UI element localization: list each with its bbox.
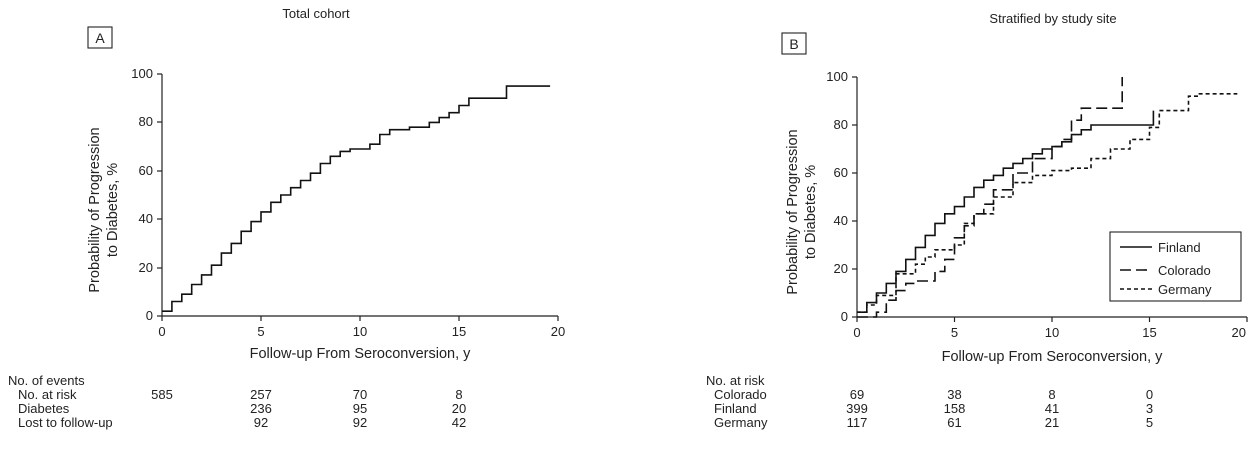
legend-label-germany: Germany: [1158, 282, 1212, 297]
y-tick-label: 60: [139, 163, 153, 178]
x-tick-label: 5: [951, 325, 958, 340]
x-tick-label: 10: [353, 324, 367, 339]
y-tick-label: 20: [834, 261, 848, 276]
x-tick-label: 15: [1142, 325, 1156, 340]
panel-b-curve-germany: [857, 93, 1238, 313]
table-cell: 399: [846, 401, 868, 416]
x-tick-label: 20: [551, 324, 565, 339]
x-tick-label: 0: [158, 324, 165, 339]
y-tick-label: 40: [139, 211, 153, 226]
table-cell: 61: [947, 415, 961, 430]
legend-label-finland: Finland: [1158, 240, 1201, 255]
table-cell: 41: [1045, 401, 1059, 416]
y-tick-label: 20: [139, 260, 153, 275]
table-cell: 21: [1045, 415, 1059, 430]
panel-b-xlabel: Follow-up From Seroconversion, y: [942, 349, 1164, 365]
table-cell: 42: [452, 415, 466, 430]
table-header: No. at risk: [706, 373, 765, 388]
table-row-label: Lost to follow-up: [18, 415, 113, 430]
panel-a-xlabel: Follow-up From Seroconversion, y: [250, 346, 472, 362]
panel-a: Total cohort A Probability of Progressio…: [8, 6, 565, 430]
table-cell: 158: [944, 401, 966, 416]
panel-a-title: Total cohort: [282, 6, 350, 21]
table-cell: 38: [947, 387, 961, 402]
y-tick-label: 0: [841, 309, 848, 324]
x-tick-label: 15: [452, 324, 466, 339]
y-tick-label: 100: [131, 66, 153, 81]
panel-b-title: Stratified by study site: [989, 11, 1116, 26]
table-cell: 236: [250, 401, 272, 416]
y-tick-label: 100: [826, 69, 848, 84]
panel-a-x-ticks: 0 5 10 15 20: [158, 316, 565, 339]
panel-a-letter-box: [87, 26, 113, 49]
table-cell: 69: [850, 387, 864, 402]
table-row-label: Finland: [714, 401, 757, 416]
panel-b-at-risk-table: No. at risk Colorado Finland Germany 69 …: [706, 373, 1153, 430]
table-cell: 5: [1146, 415, 1153, 430]
table-cell: 70: [353, 387, 367, 402]
table-cell: 92: [353, 415, 367, 430]
table-cell: 117: [847, 415, 868, 430]
table-cell: 20: [452, 401, 466, 416]
x-tick-label: 20: [1232, 325, 1246, 340]
x-tick-label: 5: [257, 324, 264, 339]
panel-b-letter-box: [781, 32, 807, 55]
table-header: No. of events: [8, 373, 85, 388]
panel-b-ylabel-line2: to Diabetes, %: [803, 165, 819, 259]
table-cell: 257: [250, 387, 272, 402]
table-cell: 92: [254, 415, 268, 430]
panel-a-events-table: No. of events No. at risk Diabetes Lost …: [8, 373, 466, 430]
panel-a-letter: A: [95, 30, 105, 46]
table-cell: 585: [151, 387, 173, 402]
panel-b-letter: B: [789, 36, 798, 52]
panel-a-ylabel-line2: to Diabetes, %: [105, 163, 121, 257]
panel-b-ylabel-line1: Probability of Progression: [785, 129, 801, 294]
y-tick-label: 80: [834, 117, 848, 132]
panel-b-y-ticks: 0 20 40 60 80 100: [826, 69, 857, 324]
panel-b: Stratified by study site B Probability o…: [706, 11, 1248, 430]
panel-b-legend: Finland Colorado Germany: [1109, 231, 1242, 302]
y-tick-label: 60: [834, 165, 848, 180]
panel-a-ylabel-line1: Probability of Progression: [87, 127, 103, 292]
table-cell: 8: [455, 387, 462, 402]
table-row-label: Colorado: [714, 387, 767, 402]
panel-b-curve-colorado: [857, 77, 1123, 318]
x-tick-label: 10: [1045, 325, 1059, 340]
panel-a-y-ticks: 0 20 40 60 80 100: [131, 66, 162, 323]
legend-box: [1109, 231, 1242, 302]
x-tick-label: 0: [853, 325, 860, 340]
legend-label-colorado: Colorado: [1158, 263, 1211, 278]
panel-b-curve-finland: [857, 110, 1155, 313]
table-cell: 0: [1146, 387, 1153, 402]
table-cell: 8: [1048, 387, 1055, 402]
table-row-label: Diabetes: [18, 401, 70, 416]
table-row-label: Germany: [714, 415, 768, 430]
panel-a-curve-total-cohort: [162, 85, 551, 312]
y-tick-label: 0: [146, 308, 153, 323]
table-row-label: No. at risk: [18, 387, 77, 402]
table-cell: 3: [1146, 401, 1153, 416]
y-tick-label: 40: [834, 213, 848, 228]
panel-b-x-ticks: 0 5 10 15 20: [853, 317, 1248, 340]
table-cell: 95: [353, 401, 367, 416]
y-tick-label: 80: [139, 114, 153, 129]
